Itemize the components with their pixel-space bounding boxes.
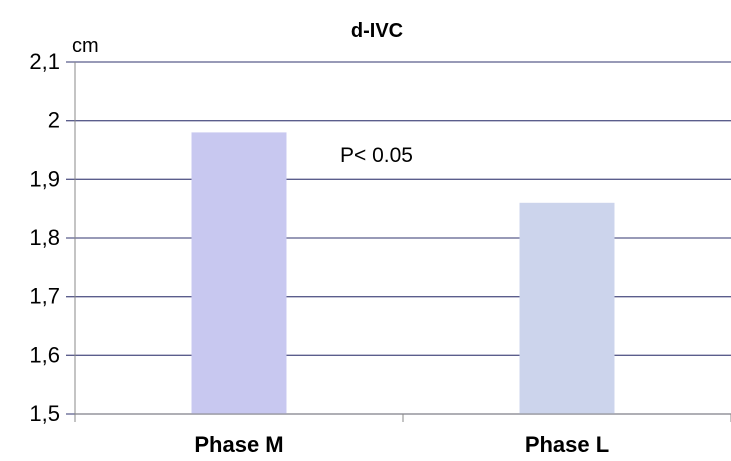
- y-tick-label: 1,6: [29, 342, 60, 367]
- axes: [74, 62, 731, 422]
- y-tick-label: 2,1: [29, 49, 60, 74]
- y-axis-unit-label: cm: [72, 35, 99, 57]
- y-tick-label: 1,5: [29, 401, 60, 426]
- y-tick-label: 2: [48, 108, 60, 133]
- y-tick-label: 1,8: [29, 225, 60, 250]
- x-tick-label: Phase M: [194, 432, 283, 457]
- y-tick-label: 1,7: [29, 284, 60, 309]
- y-tick-label: 1,9: [29, 166, 60, 191]
- x-tick-label: Phase L: [525, 432, 609, 457]
- x-tick-labels: Phase M Phase L: [194, 432, 609, 457]
- y-tick-labels: 1,5 1,6 1,7 1,8 1,9 2 2,1: [29, 49, 60, 426]
- chart-title: d-IVC: [351, 20, 403, 42]
- bar: [519, 202, 615, 414]
- bar: [191, 132, 287, 414]
- gridlines: [66, 61, 731, 415]
- bars: [191, 132, 615, 414]
- significance-annotation: P< 0.05: [340, 144, 413, 167]
